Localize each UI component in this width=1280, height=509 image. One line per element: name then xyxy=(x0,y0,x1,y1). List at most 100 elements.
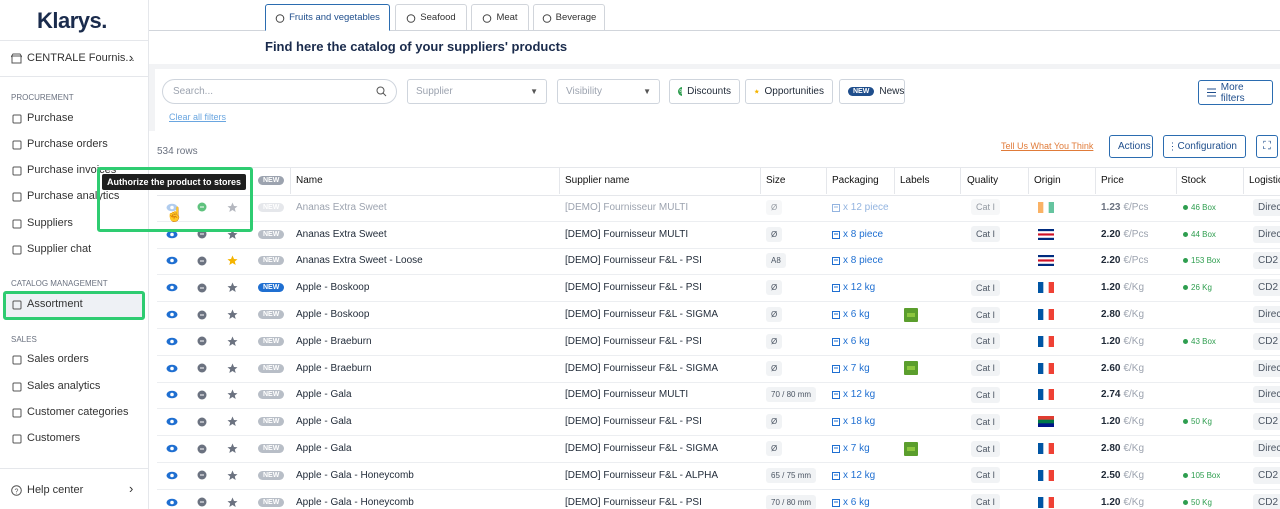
news-filter[interactable]: NEW News xyxy=(839,79,905,104)
nav-item[interactable]: Purchase xyxy=(27,112,74,124)
favorite-toggle[interactable] xyxy=(227,435,238,462)
feedback-link[interactable]: Tell Us What You Think xyxy=(1001,141,1094,151)
price-cell: 1.20 €/Kg xyxy=(1101,274,1144,301)
visibility-toggle[interactable] xyxy=(166,462,178,489)
packaging: x 8 piece xyxy=(843,255,884,267)
svg-text:?: ? xyxy=(15,489,19,496)
authorize-toggle[interactable] xyxy=(197,408,207,435)
section-title: PROCUREMENT xyxy=(11,93,74,102)
visibility-toggle[interactable] xyxy=(166,355,178,382)
header-label: Supplier name xyxy=(565,175,630,186)
favorite-toggle[interactable] xyxy=(227,248,238,275)
tab[interactable]: Fruits and vegetables xyxy=(265,4,390,31)
authorize-icon xyxy=(197,444,207,454)
supplier-cell: [DEMO] Fournisseur F&L - SIGMA xyxy=(565,301,718,328)
favorite-toggle[interactable] xyxy=(227,194,238,221)
tab[interactable]: Beverage xyxy=(533,4,605,31)
nav-icon xyxy=(12,114,22,124)
configuration-button[interactable]: Configuration xyxy=(1163,135,1246,158)
favorite-toggle[interactable] xyxy=(227,328,238,355)
clear-filters[interactable]: Clear all filters xyxy=(169,112,227,122)
expand-button[interactable]: ⛶ xyxy=(1256,135,1278,158)
nav-item[interactable]: Sales orders xyxy=(27,353,89,365)
authorize-toggle[interactable] xyxy=(197,248,207,275)
authorize-toggle[interactable] xyxy=(197,382,207,409)
tab-label: Seafood xyxy=(420,12,456,23)
nav-item[interactable]: Sales analytics xyxy=(27,380,101,392)
logistic-cell: Direct xyxy=(1253,194,1280,221)
authorize-toggle[interactable] xyxy=(197,194,207,221)
packaging-cell: x 12 piece xyxy=(832,194,889,221)
authorize-toggle[interactable] xyxy=(197,355,207,382)
visibility-toggle[interactable] xyxy=(166,435,178,462)
visibility-toggle[interactable] xyxy=(166,301,178,328)
favorite-toggle[interactable] xyxy=(227,274,238,301)
tab[interactable]: Seafood xyxy=(395,4,467,31)
price-unit: €/Kg xyxy=(1123,362,1145,374)
visibility-toggle[interactable] xyxy=(166,382,178,409)
logistic: Direct xyxy=(1253,386,1280,404)
favorite-toggle[interactable] xyxy=(227,462,238,489)
visibility-toggle[interactable] xyxy=(166,274,178,301)
nav-item[interactable]: Customers xyxy=(27,432,81,444)
favorite-toggle[interactable] xyxy=(227,301,238,328)
authorize-toggle[interactable] xyxy=(197,274,207,301)
supplier-cell: [DEMO] Fournisseur F&L - PSI xyxy=(565,328,702,355)
actions-button[interactable]: Actions xyxy=(1109,135,1153,158)
favorite-toggle[interactable] xyxy=(227,382,238,409)
packaging-cell: x 7 kg xyxy=(832,435,870,462)
authorize-toggle[interactable] xyxy=(197,489,207,509)
logistic: Direct xyxy=(1253,359,1280,377)
nav-item[interactable]: Supplier chat xyxy=(27,243,92,255)
header-label: Size xyxy=(766,175,786,186)
authorize-toggle[interactable] xyxy=(197,435,207,462)
help-center[interactable]: Help center xyxy=(27,484,84,496)
authorize-toggle[interactable] xyxy=(197,328,207,355)
nav-item[interactable]: Assortment xyxy=(27,298,83,310)
authorize-toggle[interactable] xyxy=(197,301,207,328)
stock-dot xyxy=(1183,338,1188,344)
authorize-icon xyxy=(197,283,207,293)
box-icon xyxy=(832,284,840,293)
visibility-toggle[interactable] xyxy=(166,194,178,221)
opportunities-filter[interactable]: Opportunities xyxy=(745,79,833,104)
packaging-cell: x 7 kg xyxy=(832,355,870,382)
favorite-toggle[interactable] xyxy=(227,408,238,435)
supplier-select[interactable]: Supplier ▼ xyxy=(407,79,547,104)
box-icon xyxy=(832,498,840,507)
nav-item[interactable]: Purchase orders xyxy=(27,138,108,150)
header-label: Stock xyxy=(1181,175,1207,186)
quality-cell: Cat I xyxy=(971,382,1001,409)
visibility-toggle[interactable] xyxy=(166,221,178,248)
nav-item[interactable]: Purchase invoices xyxy=(27,164,117,176)
size-cell: 70 / 80 mm xyxy=(766,489,817,509)
flag xyxy=(1038,443,1054,455)
opportunities-label: Opportunities xyxy=(764,86,824,97)
favorite-toggle[interactable] xyxy=(227,221,238,248)
stock-cell: 50 Kg xyxy=(1183,489,1212,509)
authorize-toggle[interactable] xyxy=(197,462,207,489)
visibility-toggle[interactable] xyxy=(166,408,178,435)
price: 1.20 xyxy=(1101,416,1121,428)
supplier-cell: [DEMO] Fournisseur F&L - PSI xyxy=(565,248,702,275)
visibility-toggle[interactable] xyxy=(166,489,178,509)
visibility-toggle[interactable] xyxy=(166,328,178,355)
nav-item[interactable]: Suppliers xyxy=(27,217,73,229)
logistic-cell: CD2 ( xyxy=(1253,408,1280,435)
visibility-toggle[interactable] xyxy=(166,248,178,275)
price-cell: 1.23 €/Pcs xyxy=(1101,194,1148,221)
column-header: Size xyxy=(766,167,785,194)
actions-label: Actions xyxy=(1118,141,1151,152)
logo[interactable]: Klarys. xyxy=(37,8,107,33)
origin-cell xyxy=(1038,462,1054,489)
discounts-filter[interactable]: % Discounts xyxy=(669,79,740,104)
favorite-toggle[interactable] xyxy=(227,489,238,509)
visibility-select[interactable]: Visibility ▼ xyxy=(557,79,660,104)
search-box[interactable]: Search... xyxy=(162,79,397,104)
store-selector[interactable]: CENTRALE Fournis... xyxy=(27,52,135,64)
nav-item[interactable]: Purchase analytics xyxy=(27,190,120,202)
more-filters[interactable]: More filters xyxy=(1198,80,1273,105)
nav-item[interactable]: Customer categories xyxy=(27,406,129,418)
tab[interactable]: Meat xyxy=(471,4,529,31)
favorite-toggle[interactable] xyxy=(227,355,238,382)
